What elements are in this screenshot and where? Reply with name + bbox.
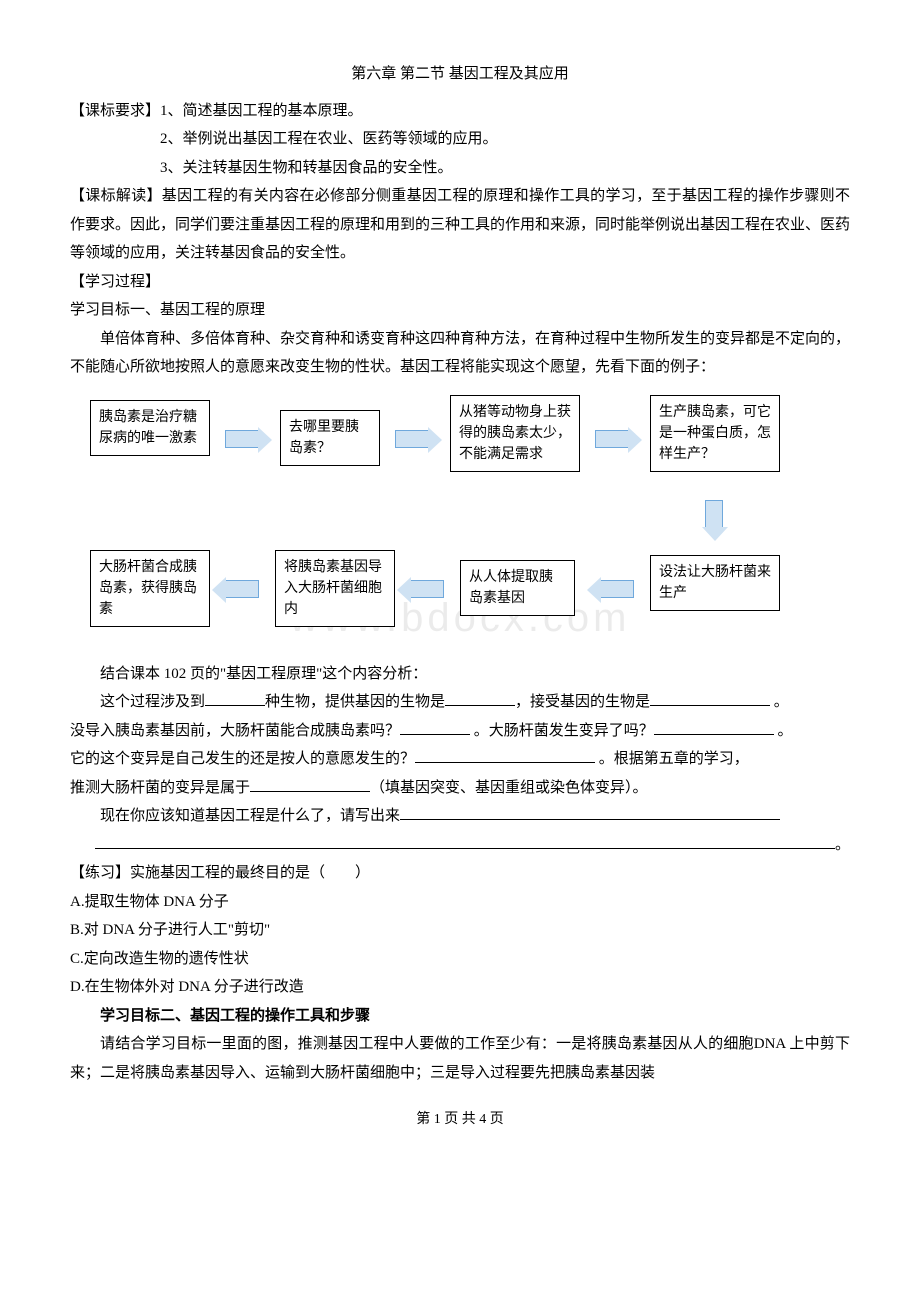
ex-opt-b[interactable]: B.对 DNA 分子进行人工"剪切" bbox=[70, 916, 850, 945]
blank-input[interactable] bbox=[445, 705, 515, 706]
ex-opt-a[interactable]: A.提取生物体 DNA 分子 bbox=[70, 888, 850, 917]
q1a: 这个过程涉及到 bbox=[100, 694, 205, 710]
fill-line-3: 它的这个变异是自己发生的还是按人的意愿发生的？ 。根据第五章的学习， bbox=[70, 745, 850, 774]
q4b: （填基因突变、基因重组或染色体变异）。 bbox=[370, 780, 648, 796]
arrow-icon bbox=[225, 430, 259, 448]
ex-opt-d[interactable]: D.在生物体外对 DNA 分子进行改造 bbox=[70, 973, 850, 1002]
q4a: 推测大肠杆菌的变异是属于 bbox=[70, 780, 250, 796]
q2b: 。大肠杆菌发生变异了吗？ bbox=[470, 723, 654, 739]
q3a: 它的这个变异是自己发生的还是按人的意愿发生的？ bbox=[70, 751, 415, 767]
blank-input[interactable] bbox=[415, 762, 595, 763]
arrow-left-icon bbox=[225, 580, 259, 598]
ex-stem-text: 实施基因工程的最终目的是（ ） bbox=[130, 865, 370, 881]
ex-opt-c[interactable]: C.定向改造生物的遗传性状 bbox=[70, 945, 850, 974]
q1c: ，接受基因的生物是 bbox=[515, 694, 650, 710]
flow-box-6: 从人体提取胰岛素基因 bbox=[460, 560, 575, 616]
page-footer: 第 1 页 共 4 页 bbox=[70, 1107, 850, 1134]
interp-label: 【课标解读】 bbox=[70, 188, 162, 204]
flowchart: 胰岛素是治疗糖尿病的唯一激素 去哪里要胰岛素？ 从猪等动物身上获得的胰岛素太少，… bbox=[70, 390, 850, 650]
flow-box-8: 大肠杆菌合成胰岛素，获得胰岛素 bbox=[90, 550, 210, 627]
goal1-intro: 单倍体育种、多倍体育种、杂交育种和诱变育种这四种育种方法，在育种过程中生物所发生… bbox=[70, 325, 850, 382]
req-label: 【课标要求】 bbox=[70, 103, 160, 119]
arrow-down-icon bbox=[705, 500, 723, 528]
analysis-lead: 结合课本 102 页的"基因工程原理"这个内容分析： bbox=[70, 660, 850, 689]
q5a: 现在你应该知道基因工程是什么了，请写出来 bbox=[100, 808, 400, 824]
flow-box-7: 将胰岛素基因导入大肠杆菌细胞内 bbox=[275, 550, 395, 627]
goal2-label: 学习目标二、基因工程的操作工具和步骤 bbox=[70, 1002, 850, 1031]
blank-input[interactable] bbox=[250, 791, 370, 792]
requirements-block: 【课标要求】1、简述基因工程的基本原理。 bbox=[70, 97, 850, 126]
q2a: 没导入胰岛素基因前，大肠杆菌能合成胰岛素吗？ bbox=[70, 723, 400, 739]
arrow-left-icon bbox=[600, 580, 634, 598]
q1d: 。 bbox=[770, 694, 789, 710]
blank-input[interactable] bbox=[654, 734, 774, 735]
req-item-2: 2、举例说出基因工程在农业、医药等领域的应用。 bbox=[70, 125, 850, 154]
q3b: 。根据第五章的学习， bbox=[595, 751, 749, 767]
ex-label: 【练习】 bbox=[70, 865, 130, 881]
blank-input[interactable] bbox=[205, 705, 265, 706]
fill-line-5: 现在你应该知道基因工程是什么了，请写出来 bbox=[70, 802, 850, 831]
blank-input[interactable] bbox=[400, 819, 780, 820]
flow-box-4: 生产胰岛素，可它是一种蛋白质，怎样生产？ bbox=[650, 395, 780, 472]
arrow-icon bbox=[595, 430, 629, 448]
fill-line-4: 推测大肠杆菌的变异是属于 （填基因突变、基因重组或染色体变异）。 bbox=[70, 774, 850, 803]
arrow-left-icon bbox=[410, 580, 444, 598]
q5end: 。 bbox=[835, 837, 850, 853]
req-item-1: 1、简述基因工程的基本原理。 bbox=[160, 103, 363, 119]
blank-input[interactable] bbox=[95, 848, 835, 849]
flow-box-5: 设法让大肠杆菌来生产 bbox=[650, 555, 780, 611]
process-label: 【学习过程】 bbox=[70, 268, 850, 297]
goal2-text: 请结合学习目标一里面的图，推测基因工程中人要做的工作至少有：一是将胰岛素基因从人… bbox=[70, 1030, 850, 1087]
chapter-title: 第六章 第二节 基因工程及其应用 bbox=[70, 60, 850, 89]
q1b: 种生物，提供基因的生物是 bbox=[265, 694, 445, 710]
flow-box-2: 去哪里要胰岛素？ bbox=[280, 410, 380, 466]
blank-input[interactable] bbox=[650, 705, 770, 706]
fill-line-1: 这个过程涉及到 种生物，提供基因的生物是 ，接受基因的生物是 。 bbox=[70, 688, 850, 717]
flow-box-3: 从猪等动物身上获得的胰岛素太少，不能满足需求 bbox=[450, 395, 580, 472]
arrow-icon bbox=[395, 430, 429, 448]
exercise-stem: 【练习】实施基因工程的最终目的是（ ） bbox=[70, 859, 850, 888]
goal1-label: 学习目标一、基因工程的原理 bbox=[70, 296, 850, 325]
flow-box-1: 胰岛素是治疗糖尿病的唯一激素 bbox=[90, 400, 210, 456]
fill-line-2: 没导入胰岛素基因前，大肠杆菌能合成胰岛素吗？ 。大肠杆菌发生变异了吗？ 。 bbox=[70, 717, 850, 746]
req-item-3: 3、关注转基因生物和转基因食品的安全性。 bbox=[70, 154, 850, 183]
interpretation-block: 【课标解读】基因工程的有关内容在必修部分侧重基因工程的原理和操作工具的学习，至于… bbox=[70, 182, 850, 268]
interp-text: 基因工程的有关内容在必修部分侧重基因工程的原理和操作工具的学习，至于基因工程的操… bbox=[70, 188, 850, 261]
fill-line-6: 。 bbox=[70, 831, 850, 860]
blank-input[interactable] bbox=[400, 734, 470, 735]
q2c: 。 bbox=[774, 723, 793, 739]
